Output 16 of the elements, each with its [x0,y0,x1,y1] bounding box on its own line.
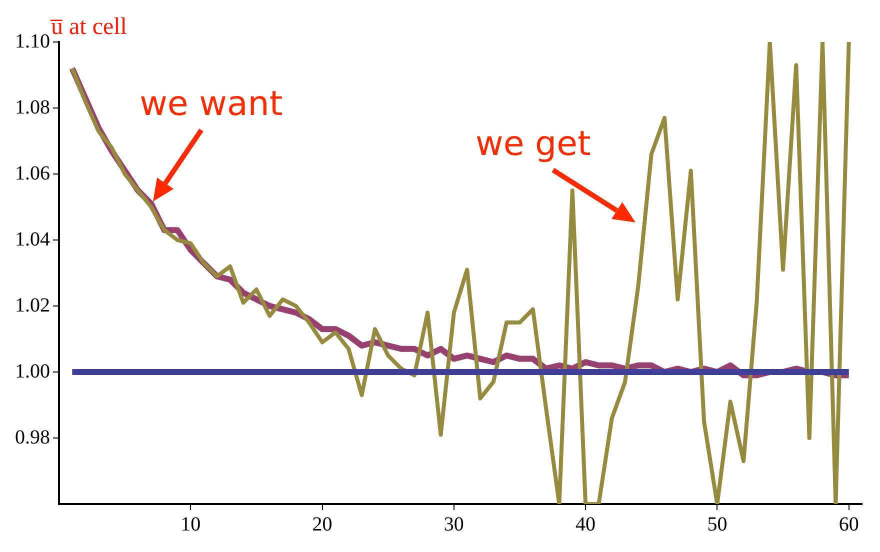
annotation: we get [476,124,591,164]
x-tick-label: 50 [707,513,728,536]
y-tick-label: 1.08 [15,96,50,118]
x-tick-label: 30 [444,513,464,536]
x-tick-label: 10 [180,513,201,536]
y-tick-label: 1.04 [15,228,50,250]
y-tick-label: 0.98 [15,426,50,448]
annotation: we want [140,84,283,124]
y-axis-title: u̅ at cell [49,14,128,40]
y-tick-label: 1.02 [15,294,50,316]
x-tick-label: 40 [576,513,596,536]
y-tick-label: 1.00 [15,360,50,382]
y-tick-label: 1.10 [15,30,50,52]
y-tick-label: 1.06 [15,162,50,184]
x-tick-label: 60 [838,513,859,536]
x-tick-label: 20 [312,513,332,536]
